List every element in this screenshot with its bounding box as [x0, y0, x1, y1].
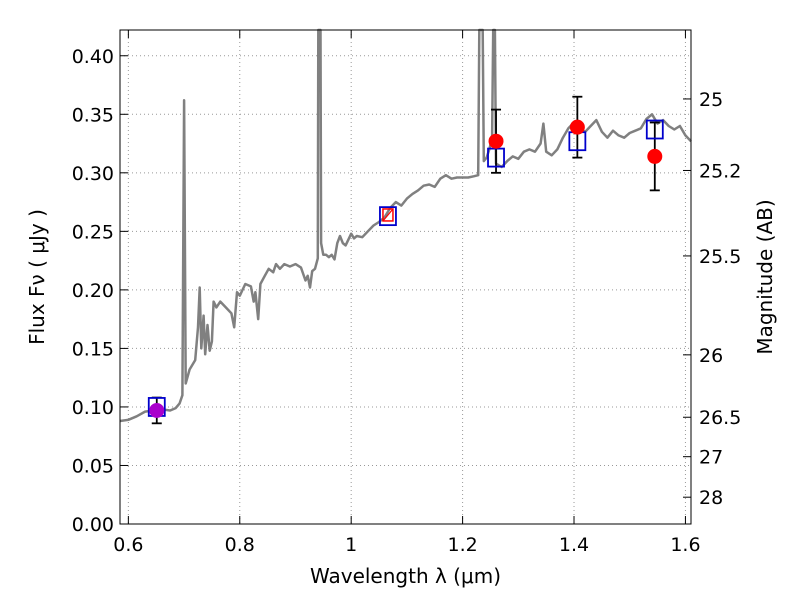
observed-photometry-point [149, 402, 165, 418]
y2-tick-label: 26.5 [699, 407, 741, 429]
y-tick-label: 0.00 [72, 514, 114, 536]
y-tick-label: 0.10 [72, 397, 114, 419]
y2-tick-label: 25.5 [699, 246, 741, 268]
observed-marker-line [382, 208, 394, 222]
y-tick-label: 0.20 [72, 280, 114, 302]
labels-layer: 0.6 0.8 1 1.2 1.4 1.6 0.00 0.05 0.10 0.15 0.20 0.25… [25, 46, 777, 588]
y2-tick-label: 25.2 [699, 160, 741, 182]
x-tick-label: 1.6 [670, 534, 700, 556]
y-tick-label: 0.25 [72, 221, 114, 243]
y2-tick-label: 28 [699, 487, 723, 509]
model-photometry-box [379, 206, 397, 227]
y-axis-label: Flux Fν ( μJy ) [25, 209, 49, 345]
x-tick-label: 1 [345, 534, 357, 556]
x-tick-label: 0.8 [225, 534, 255, 556]
x-tick-label: 1.4 [559, 534, 589, 556]
y2-tick-label: 26 [699, 345, 723, 367]
observed-photometry-point [488, 133, 504, 149]
y2-axis-label: Magnitude (AB) [753, 199, 777, 354]
grid-layer [120, 30, 691, 524]
y-tick-label: 0.35 [72, 104, 114, 126]
y-tick-label: 0.30 [72, 163, 114, 185]
x-tick-label: 0.6 [113, 534, 143, 556]
ticks-layer [120, 30, 691, 525]
observed-marker [382, 208, 394, 222]
y2-tick-label: 27 [699, 447, 723, 469]
observed-photometry-point [569, 119, 585, 135]
spectrum-layer [119, 28, 692, 423]
plot-frame [119, 29, 692, 525]
y-tick-label: 0.15 [72, 338, 114, 360]
observed-photometry-point [647, 148, 663, 164]
y2-tick-label: 25 [699, 89, 723, 111]
spectrum-line [119, 28, 692, 423]
y-tick-label: 0.05 [72, 455, 114, 477]
y-tick-label: 0.40 [72, 46, 114, 68]
x-axis-label: Wavelength λ (μm) [310, 564, 501, 588]
x-tick-label: 1.2 [447, 534, 477, 556]
model-photometry-box [645, 119, 664, 140]
points-layer [147, 95, 664, 425]
